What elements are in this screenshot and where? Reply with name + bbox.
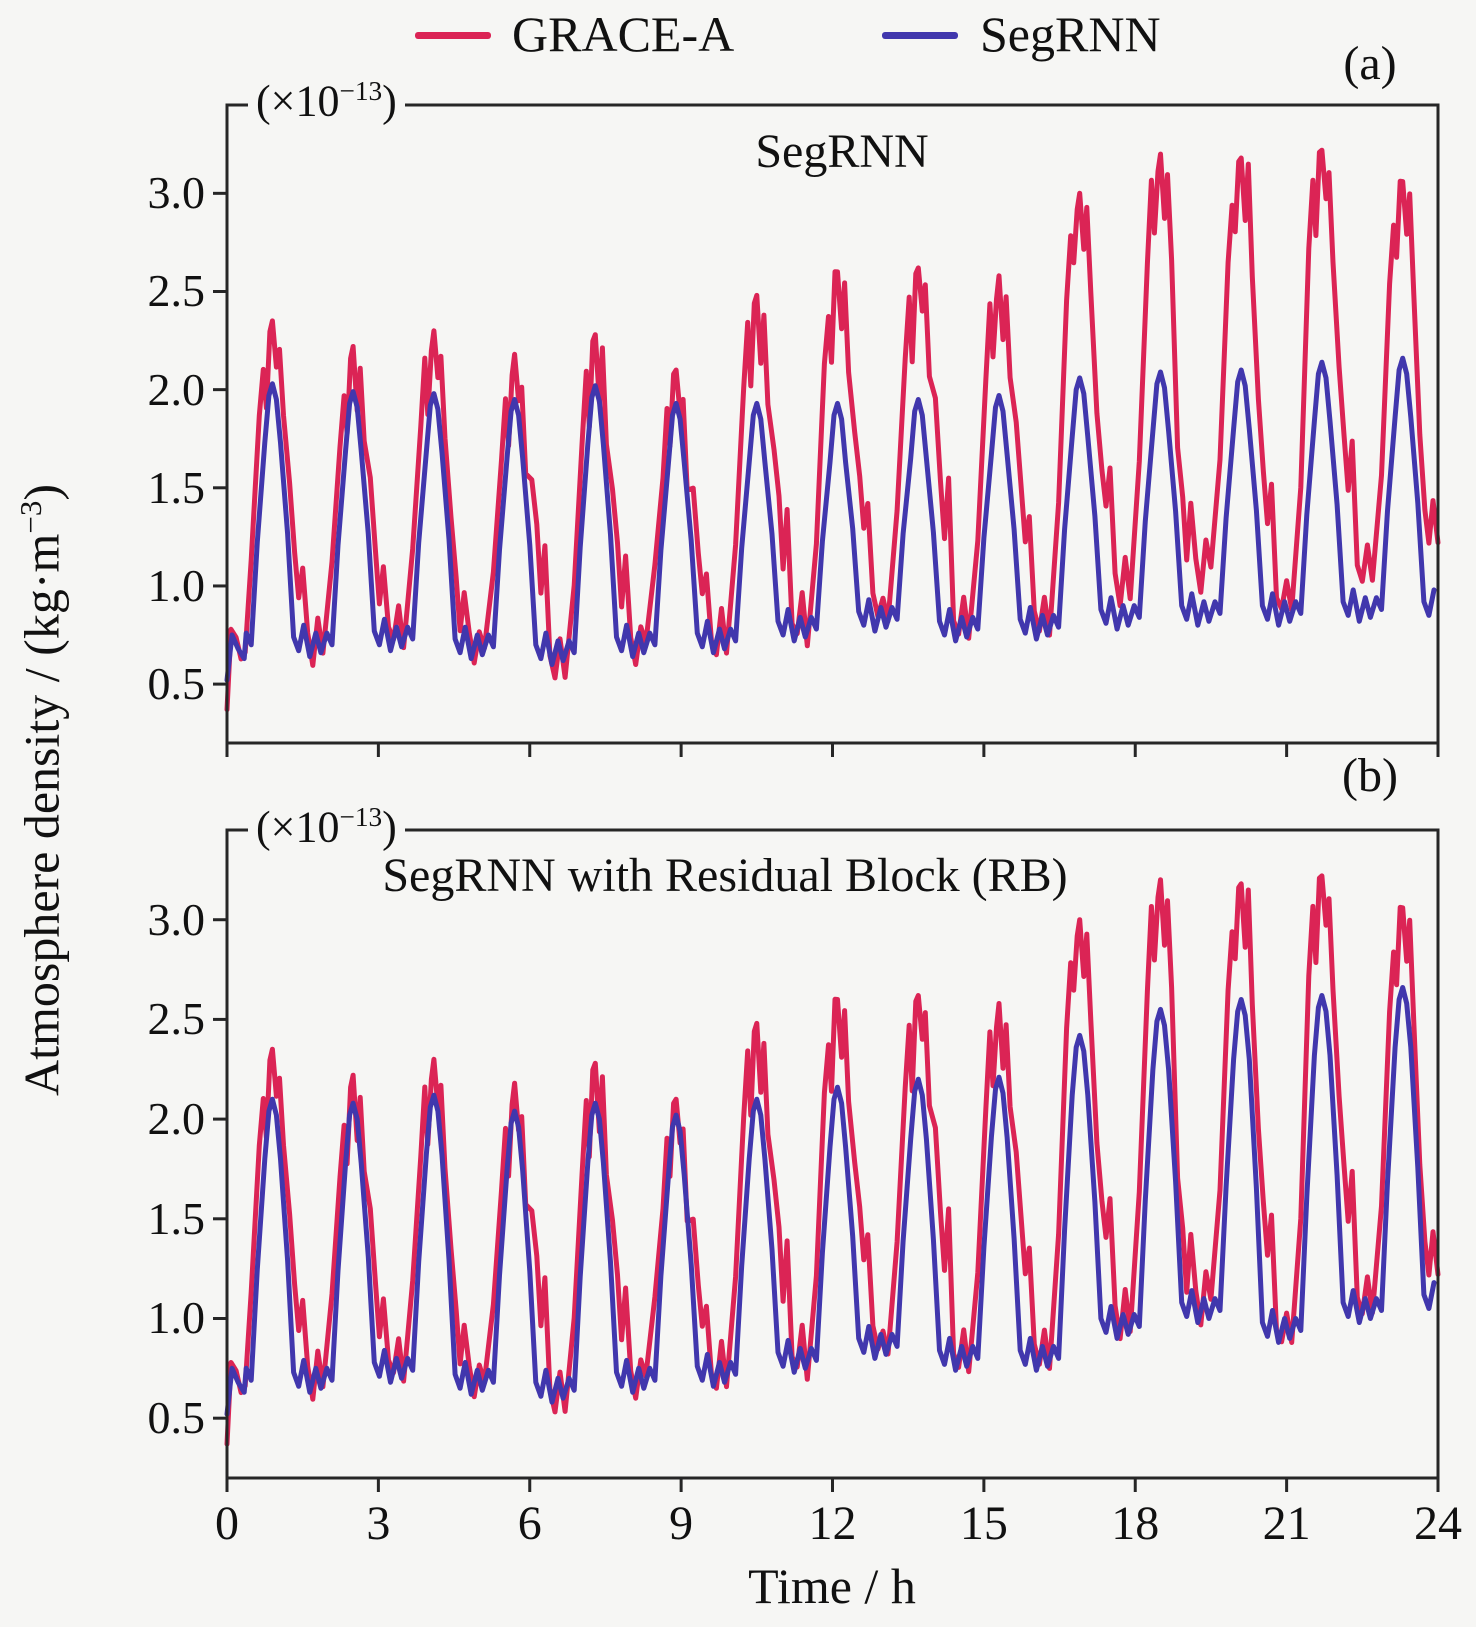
grace-a-legend-label: GRACE-A xyxy=(512,6,735,62)
model-series-panel-b xyxy=(224,985,1437,1417)
y-tick-label: 2.5 xyxy=(147,265,206,317)
panel-a-title: SegRNN xyxy=(755,125,929,178)
x-tick-label: 3 xyxy=(366,1497,391,1550)
x-tick-label: 18 xyxy=(1111,1497,1160,1550)
x-tick-label: 0 xyxy=(215,1497,239,1550)
x-tick-label: 15 xyxy=(959,1497,1008,1550)
x-tick-label: 21 xyxy=(1262,1497,1311,1550)
y-tick-label: 3.0 xyxy=(147,167,206,219)
x-tick-label: 12 xyxy=(808,1497,857,1550)
y-tick-label: 1.5 xyxy=(147,461,206,513)
grace-a-legend-swatch xyxy=(415,32,491,39)
x-tick-label: 24 xyxy=(1414,1497,1462,1550)
y-tick-label: 1.5 xyxy=(147,1192,206,1244)
y-tick-label: 3.0 xyxy=(147,893,206,945)
x-tick-label: 6 xyxy=(517,1497,542,1550)
segrnn-legend-label: SegRNN xyxy=(980,6,1161,62)
grace-a-series-panel-a xyxy=(224,147,1441,713)
y-tick-label: 1.0 xyxy=(147,559,206,611)
y-tick-label: 0.5 xyxy=(147,1392,206,1444)
y-tick-label: 2.0 xyxy=(147,1093,206,1145)
y-tick-label: 1.0 xyxy=(147,1292,206,1344)
y-tick-label: 0.5 xyxy=(147,658,206,710)
panel-a-corner-label: (a) xyxy=(1343,37,1397,90)
panel-b-scale-label: (×10−13) xyxy=(248,802,405,854)
y-tick-label: 2.0 xyxy=(147,363,206,415)
panel-b-title: SegRNN with Residual Block (RB) xyxy=(382,849,1068,902)
segrnn-legend-swatch xyxy=(882,32,958,39)
x-tick-label: 9 xyxy=(669,1497,694,1550)
panel-b-corner-label: (b) xyxy=(1342,749,1398,802)
x-axis-label: Time / h xyxy=(748,1558,916,1614)
panel-a-scale-label: (×10−13) xyxy=(248,76,405,128)
model-series-panel-a xyxy=(224,355,1437,683)
y-tick-label: 2.5 xyxy=(147,993,206,1045)
